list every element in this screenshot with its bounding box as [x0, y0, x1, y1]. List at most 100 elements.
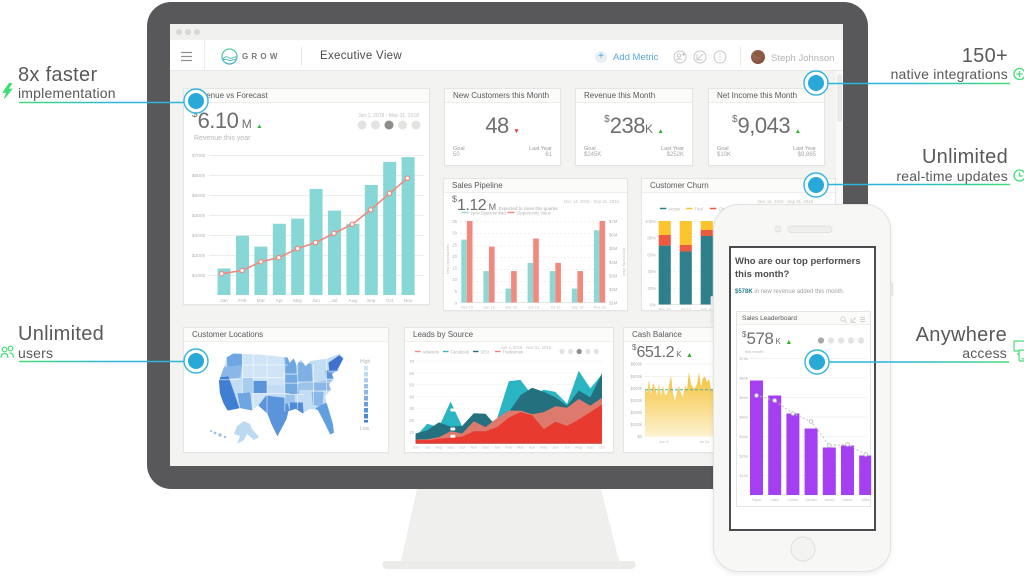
svg-text:$2M: $2M	[609, 287, 618, 292]
svg-text:Sep 16: Sep 16	[571, 306, 583, 310]
svg-text:70: 70	[409, 359, 414, 364]
svg-text:Apr: Apr	[529, 446, 536, 450]
svg-text:$300k: $300k	[192, 233, 206, 239]
svg-text:Jacob: Jacob	[842, 498, 852, 502]
svg-text:Aug: Aug	[436, 446, 443, 450]
svg-text:Tradeshow: Tradeshow	[503, 350, 525, 355]
svg-text:SEO: SEO	[481, 350, 491, 355]
svg-text:20%: 20%	[647, 286, 656, 291]
svg-text:$300k: $300k	[631, 398, 643, 403]
svg-text:$60k: $60k	[739, 376, 748, 381]
svg-text:Jul 24: Jul 24	[699, 440, 709, 444]
svg-text:$1M: $1M	[609, 301, 618, 306]
svg-text:40%: 40%	[647, 269, 656, 274]
svg-text:Aug: Aug	[349, 298, 358, 304]
svg-text:Feb: Feb	[238, 298, 247, 304]
svg-text:Jan: Jan	[494, 446, 500, 450]
svg-text:Oct: Oct	[599, 446, 606, 450]
svg-text:$7M: $7M	[609, 219, 618, 224]
svg-text:$50k: $50k	[739, 395, 748, 400]
svg-text:Jake: Jake	[771, 498, 779, 502]
svg-text:Opportunity Value: Opportunity Value	[622, 248, 626, 277]
svg-text:30: 30	[409, 406, 414, 411]
svg-text:Nov 16: Nov 16	[594, 306, 606, 310]
svg-text:Nov 15: Nov 15	[461, 306, 473, 310]
svg-text:0: 0	[455, 301, 458, 306]
svg-text:10: 10	[409, 430, 414, 435]
svg-text:Nov: Nov	[404, 298, 413, 304]
svg-text:10: 10	[452, 277, 457, 282]
svg-text:20: 20	[409, 418, 414, 423]
svg-text:Sep: Sep	[587, 446, 594, 450]
svg-text:$5M: $5M	[609, 246, 618, 251]
svg-text:Mar 16: Mar 16	[659, 308, 671, 311]
svg-text:0%: 0%	[650, 303, 656, 308]
svg-text:80%: 80%	[647, 236, 656, 241]
svg-text:$200k: $200k	[631, 410, 643, 415]
svg-text:May: May	[293, 298, 303, 304]
svg-text:Mar 16: Mar 16	[505, 306, 517, 310]
svg-text:40: 40	[409, 394, 414, 399]
svg-text:Sep: Sep	[367, 298, 376, 304]
svg-text:Jun 5: Jun 5	[659, 440, 668, 444]
svg-text:Feb: Feb	[506, 446, 513, 450]
svg-text:Jun 16: Jun 16	[528, 306, 539, 310]
svg-text:60%: 60%	[647, 252, 656, 257]
svg-text:$600k: $600k	[192, 173, 206, 179]
svg-text:Jun: Jun	[413, 446, 419, 450]
svg-text:25: 25	[452, 242, 457, 247]
svg-text:Opportunity Value: Opportunity Value	[517, 211, 552, 216]
svg-text:$100k: $100k	[192, 273, 206, 279]
svg-text:$4M: $4M	[609, 260, 618, 265]
svg-text:50: 50	[409, 383, 414, 388]
svg-text:$30k: $30k	[739, 434, 748, 439]
svg-text:Oct: Oct	[459, 446, 466, 450]
svg-text:Nov: Nov	[470, 446, 477, 450]
svg-text:$6M: $6M	[609, 233, 618, 238]
svg-text:High: High	[360, 359, 371, 365]
svg-text:$400k: $400k	[631, 386, 643, 391]
svg-text:30: 30	[452, 231, 457, 236]
svg-text:$10k: $10k	[739, 473, 748, 478]
svg-text:Mar: Mar	[257, 298, 266, 304]
svg-text:Feb 16: Feb 16	[701, 308, 713, 311]
svg-text:$700k: $700k	[192, 153, 206, 159]
svg-text:Adwords: Adwords	[423, 350, 439, 355]
svg-text:60: 60	[409, 371, 414, 376]
svg-text:Aug: Aug	[575, 446, 582, 450]
svg-text:Jason: Jason	[824, 498, 834, 502]
svg-text:$40k: $40k	[739, 415, 748, 420]
svg-text:New Opportunities: New Opportunities	[471, 211, 506, 216]
svg-text:Jan 16: Jan 16	[483, 306, 494, 310]
svg-text:$100k: $100k	[631, 422, 643, 427]
svg-text:New Opportunities: New Opportunities	[446, 244, 450, 274]
svg-text:Mar: Mar	[517, 446, 524, 450]
svg-text:Facebook: Facebook	[451, 350, 470, 355]
svg-text:Active: Active	[669, 207, 681, 212]
svg-text:Jul: Jul	[425, 446, 430, 450]
svg-text:$0: $0	[637, 434, 642, 439]
svg-text:Jul 16: Jul 16	[681, 308, 691, 311]
svg-text:Mike: Mike	[862, 498, 870, 502]
svg-text:Apr: Apr	[275, 298, 283, 304]
svg-text:Sep: Sep	[447, 446, 454, 450]
svg-text:Jun: Jun	[312, 298, 320, 304]
svg-text:15: 15	[452, 266, 457, 271]
svg-text:$70k: $70k	[739, 356, 748, 361]
svg-text:20: 20	[452, 254, 457, 259]
svg-text:Jordan: Jordan	[805, 498, 817, 502]
svg-text:Trial: Trial	[695, 207, 703, 212]
svg-text:Oct: Oct	[386, 298, 394, 304]
svg-text:Jan: Jan	[220, 298, 228, 304]
svg-text:Jul 16: Jul 16	[550, 306, 560, 310]
svg-text:$400k: $400k	[192, 213, 206, 219]
svg-text:Taylor: Taylor	[751, 498, 762, 502]
svg-text:$600k: $600k	[631, 362, 643, 367]
svg-text:Dec: Dec	[482, 446, 489, 450]
svg-text:$500k: $500k	[631, 374, 643, 379]
svg-text:May: May	[540, 446, 547, 450]
svg-text:$20k: $20k	[739, 454, 748, 459]
svg-text:Low: Low	[360, 426, 370, 432]
svg-text:100%: 100%	[645, 219, 656, 224]
svg-text:5: 5	[455, 289, 458, 294]
